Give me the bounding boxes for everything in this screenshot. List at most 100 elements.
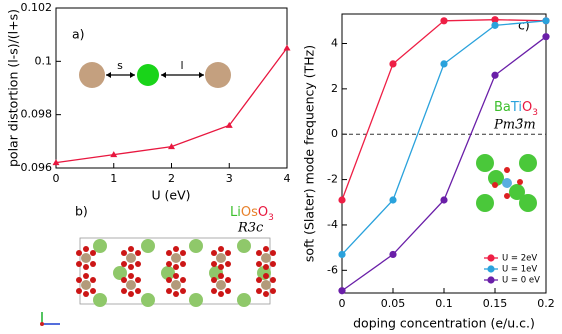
y-tick-label: 0.102 [21, 1, 53, 14]
x-tick-label: 2 [168, 172, 175, 185]
o-atom [270, 288, 276, 294]
space-group: R3c [237, 221, 264, 236]
o-atom [211, 288, 217, 294]
o-atom [270, 277, 276, 283]
li-atom [141, 293, 155, 307]
data-point [52, 159, 60, 166]
o-atom [180, 261, 186, 267]
data-point [491, 16, 499, 24]
x-tick-label: 4 [284, 172, 291, 185]
x-axis-label: U (eV) [151, 188, 190, 203]
o-atom [211, 277, 217, 283]
data-point [389, 250, 397, 259]
legend-label: U = 0 eV [502, 276, 540, 286]
plot-frame [341, 13, 547, 294]
inset-label: l [180, 59, 183, 72]
legend-label: U = 2eV [502, 254, 537, 264]
o-atom [135, 261, 141, 267]
li-atom [189, 239, 203, 253]
li-atom [237, 293, 251, 307]
li-atom [93, 293, 107, 307]
o-atom [135, 277, 141, 283]
li-atom [93, 239, 107, 253]
data-point [491, 71, 499, 79]
os-atom [171, 280, 181, 290]
o-atom [128, 273, 134, 279]
y-tick-label: -4 [327, 218, 338, 231]
o-atom [263, 273, 269, 279]
o-atom [256, 288, 262, 294]
formula-part: 3 [268, 213, 274, 223]
inset [79, 62, 231, 88]
o-atom [121, 261, 127, 267]
y-tick-label: 0.098 [21, 108, 53, 121]
o-atom [180, 288, 186, 294]
series-line [341, 20, 547, 255]
y-tick-label: 0.1 [35, 54, 53, 67]
li-atom [237, 239, 251, 253]
data-point [389, 196, 397, 204]
o-atom [256, 250, 262, 256]
o-atom [180, 250, 186, 256]
data-point [225, 121, 233, 128]
data-point [338, 287, 346, 295]
o-atom [76, 250, 82, 256]
o-atom [166, 261, 172, 267]
o-atom [211, 250, 217, 256]
panel-label: b) [75, 204, 88, 219]
o-atom [270, 250, 276, 256]
formula-part: Ti [510, 100, 522, 115]
o-atom [173, 246, 179, 252]
y-tick-label: 0.096 [21, 161, 53, 174]
structure [76, 239, 276, 307]
o-atom [270, 261, 276, 267]
o-atom [263, 291, 269, 297]
inset-label: s [117, 59, 123, 72]
o-atom [225, 261, 231, 267]
y-tick-label: 4 [331, 36, 338, 49]
o-atom [166, 277, 172, 283]
o-atom [218, 264, 224, 270]
os-atom [216, 253, 226, 263]
li-atom [161, 266, 175, 280]
x-tick-label: 0.05 [381, 297, 406, 310]
formula-part: Os [241, 205, 258, 220]
data-point [168, 143, 175, 150]
x-tick-label: 0 [339, 297, 346, 310]
o-atom [225, 288, 231, 294]
os-atom [126, 280, 136, 290]
formula: LiOsO3 [230, 205, 274, 223]
x-tick-label: 0.15 [483, 297, 508, 310]
data-point [283, 44, 291, 51]
li-atom [113, 266, 127, 280]
y-axis-label: polar distortion (l-s)/(l+s) [6, 9, 21, 167]
os-atom [81, 280, 91, 290]
os-atom [216, 280, 226, 290]
o-atom [225, 277, 231, 283]
x-tick-label: 1 [110, 172, 117, 185]
formula-part: O [258, 205, 268, 220]
x-tick-label: 0 [53, 172, 60, 185]
data-point [440, 17, 448, 25]
o-atom [90, 277, 96, 283]
data-point [542, 17, 550, 25]
x-tick-label: 3 [226, 172, 233, 185]
o-atom [83, 264, 89, 270]
o-atom [256, 261, 262, 267]
os-atom [261, 280, 271, 290]
batio3-structure [476, 154, 537, 212]
o-atom [76, 261, 82, 267]
formula-part: Li [230, 205, 241, 220]
y-tick-label: -2 [327, 173, 338, 186]
panel-label: c) [518, 18, 530, 33]
data-point [338, 196, 346, 204]
o-atom [180, 277, 186, 283]
os-atom [171, 253, 181, 263]
o-atom [128, 291, 134, 297]
o-atom [135, 288, 141, 294]
os-atom [126, 253, 136, 263]
o-atom [121, 277, 127, 283]
o-atom [263, 246, 269, 252]
os-atom [81, 253, 91, 263]
o-atom [76, 288, 82, 294]
